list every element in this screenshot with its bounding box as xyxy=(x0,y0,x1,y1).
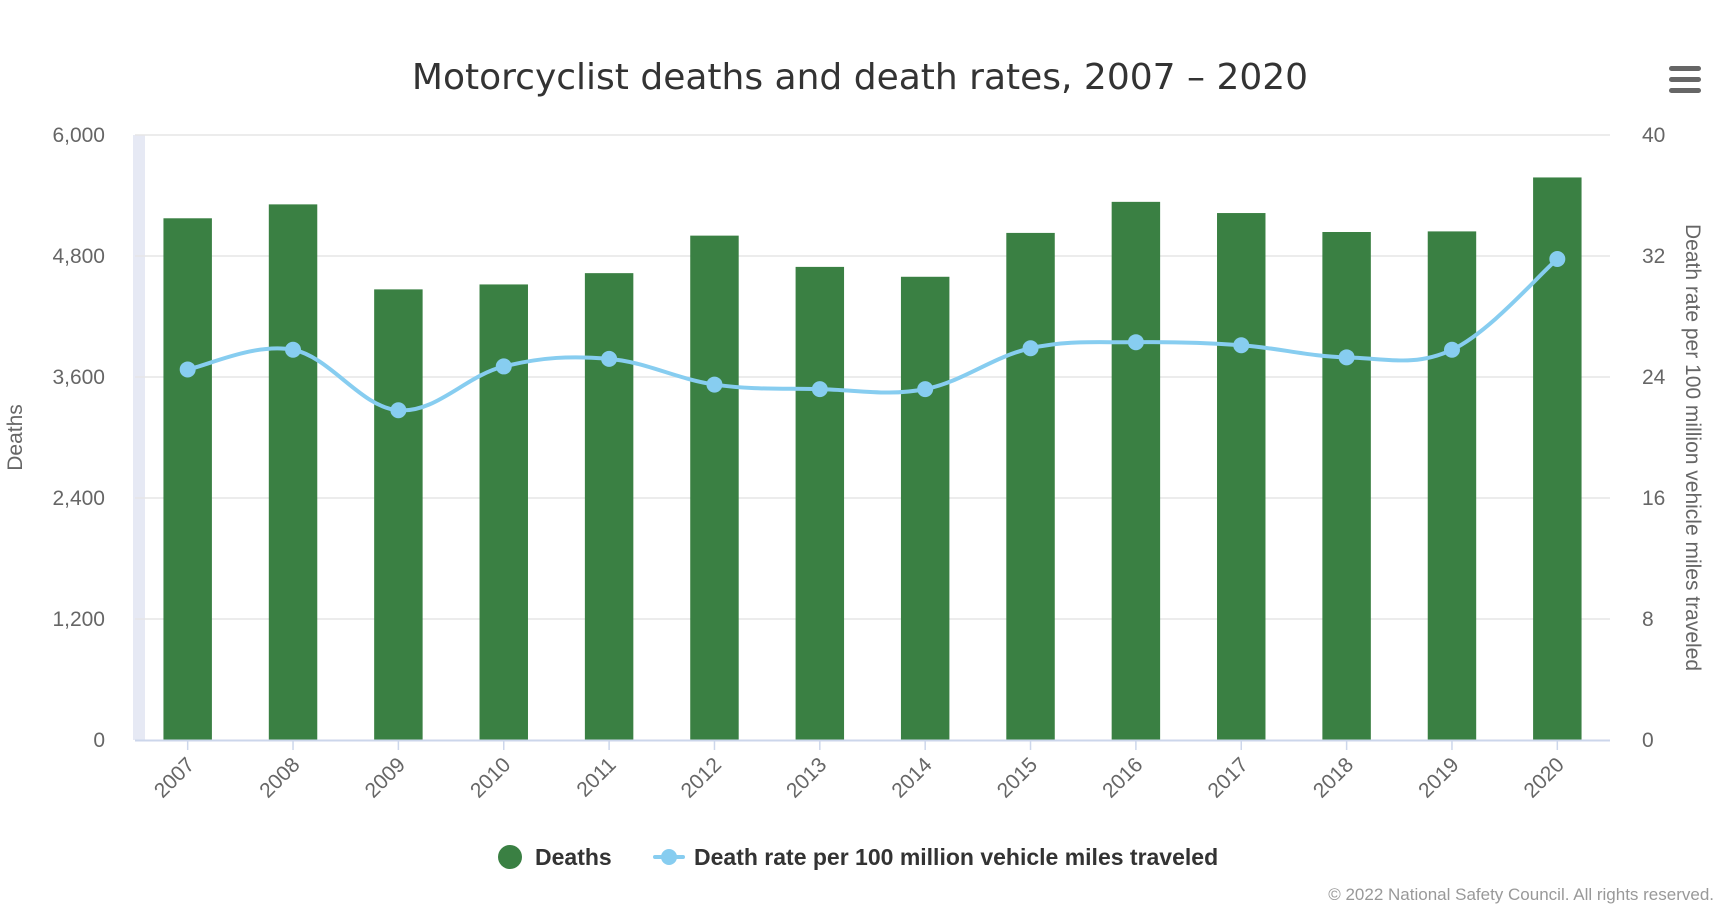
death-rate-point[interactable] xyxy=(1443,341,1460,358)
deaths-bar[interactable] xyxy=(374,289,423,740)
deaths-bar[interactable] xyxy=(900,276,950,740)
y-left-tick-label: 0 xyxy=(93,729,105,752)
death-rate-point[interactable] xyxy=(1338,349,1355,366)
x-tick-label: 2020 xyxy=(1520,753,1569,802)
y-right-tick-label: 0 xyxy=(1642,729,1654,752)
deaths-bar[interactable] xyxy=(479,284,528,740)
deaths-bar[interactable] xyxy=(1322,232,1371,741)
y-right-tick-label: 16 xyxy=(1642,487,1665,510)
deaths-bar[interactable] xyxy=(690,235,739,741)
death-rate-point[interactable] xyxy=(706,376,723,393)
y-left-tick-label: 1,200 xyxy=(52,608,105,631)
deaths-bars xyxy=(163,177,1582,741)
y-left-tick-label: 2,400 xyxy=(52,487,105,510)
legend-deaths-label[interactable]: Deaths xyxy=(535,844,612,870)
x-tick-label: 2009 xyxy=(361,753,410,802)
x-tick-label: 2013 xyxy=(782,753,831,802)
deaths-bar[interactable] xyxy=(163,218,212,740)
x-tick-label: 2018 xyxy=(1309,753,1358,802)
credits-text[interactable]: © 2022 National Safety Council. All righ… xyxy=(1328,885,1714,904)
deaths-bar[interactable] xyxy=(1427,231,1477,740)
x-tick-label: 2008 xyxy=(255,753,304,802)
death-rate-point[interactable] xyxy=(390,402,407,419)
death-rate-point[interactable] xyxy=(601,350,618,367)
y-right-tick-label: 32 xyxy=(1642,245,1665,268)
y-left-tick-label: 3,600 xyxy=(52,366,105,389)
death-rate-line-series xyxy=(179,251,1566,419)
hamburger-menu-icon xyxy=(1669,66,1701,71)
y-left-tick-label: 4,800 xyxy=(52,245,105,268)
x-tick-label: 2012 xyxy=(677,753,726,802)
deaths-bar[interactable] xyxy=(1006,232,1055,740)
gridlines xyxy=(133,134,1610,740)
deaths-bar[interactable] xyxy=(584,273,634,740)
y-left-axis-title: Deaths xyxy=(4,404,27,471)
death-rate-point[interactable] xyxy=(917,381,934,398)
chart-menu-button[interactable] xyxy=(1665,62,1705,98)
y-left-tick-label: 6,000 xyxy=(52,124,105,147)
y-right-axis-title: Death rate per 100 million vehicle miles… xyxy=(1681,224,1704,671)
y-right-tick-label: 40 xyxy=(1642,124,1665,147)
legend[interactable]: Deaths Death rate per 100 million vehicle… xyxy=(498,844,1218,870)
death-rate-point[interactable] xyxy=(495,358,512,375)
y-right-tick-label: 24 xyxy=(1642,366,1666,389)
deaths-bar[interactable] xyxy=(1217,213,1266,741)
death-rate-point[interactable] xyxy=(1022,340,1039,357)
death-rate-point[interactable] xyxy=(811,381,828,398)
x-tick-label: 2019 xyxy=(1414,753,1463,802)
x-tick-label: 2011 xyxy=(572,753,620,801)
hamburger-menu-icon-bar-3 xyxy=(1669,88,1701,93)
deaths-bar[interactable] xyxy=(1111,201,1161,741)
x-tick-label: 2015 xyxy=(993,753,1042,802)
death-rate-point[interactable] xyxy=(1127,334,1144,351)
x-tick-label: 2007 xyxy=(150,753,199,802)
legend-deaths-symbol[interactable] xyxy=(498,845,522,869)
deaths-bar[interactable] xyxy=(795,266,845,740)
x-tick-label: 2014 xyxy=(887,753,937,803)
x-tick-label: 2016 xyxy=(1098,753,1147,802)
y-right-tick-label: 8 xyxy=(1642,608,1654,631)
deaths-bar[interactable] xyxy=(268,204,318,740)
death-rate-point[interactable] xyxy=(1549,251,1566,268)
death-rate-point[interactable] xyxy=(1233,337,1250,354)
deaths-bar[interactable] xyxy=(1533,177,1582,741)
hamburger-menu-icon-bar-2 xyxy=(1669,77,1701,82)
death-rate-point[interactable] xyxy=(285,341,302,358)
x-tick-label: 2010 xyxy=(466,753,515,802)
death-rate-point[interactable] xyxy=(179,361,196,378)
chart-title: Motorcyclist deaths and death rates, 200… xyxy=(412,57,1308,98)
legend-death-rate-marker[interactable] xyxy=(661,849,677,865)
legend-death-rate-label[interactable]: Death rate per 100 million vehicle miles… xyxy=(694,844,1218,870)
x-tick-label: 2017 xyxy=(1203,753,1252,802)
y-axis-band xyxy=(133,135,145,740)
